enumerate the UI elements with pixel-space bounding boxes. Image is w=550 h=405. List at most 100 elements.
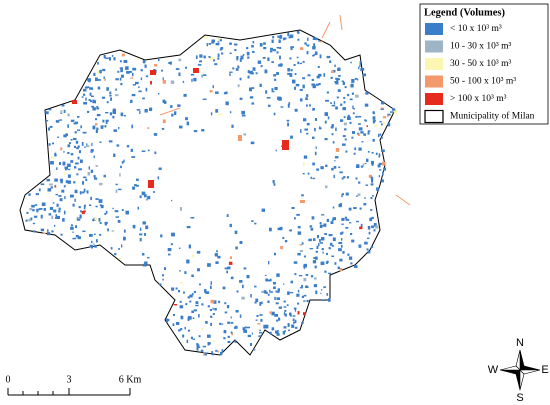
- building: [300, 129, 302, 133]
- building: [348, 207, 352, 211]
- building: [243, 329, 247, 331]
- building: [380, 137, 383, 139]
- building: [368, 231, 371, 235]
- building: [329, 60, 332, 63]
- building: [365, 184, 369, 186]
- building: [381, 123, 383, 126]
- building: [317, 66, 320, 68]
- building: [302, 162, 305, 167]
- building: [191, 310, 194, 313]
- building: [340, 103, 343, 106]
- building: [134, 184, 137, 186]
- building: [241, 110, 245, 115]
- building: [350, 83, 354, 88]
- building: [72, 203, 75, 207]
- building: [238, 135, 242, 141]
- building: [31, 204, 35, 208]
- building: [359, 61, 361, 65]
- building: [212, 340, 216, 343]
- building: [294, 217, 296, 220]
- building: [287, 122, 289, 127]
- building: [65, 133, 68, 136]
- building: [289, 57, 292, 60]
- building: [198, 296, 201, 299]
- building: [278, 39, 281, 43]
- building: [104, 222, 107, 226]
- building: [257, 323, 261, 325]
- building: [90, 87, 93, 90]
- building: [138, 90, 142, 93]
- building: [341, 194, 343, 198]
- building: [147, 127, 150, 129]
- building: [344, 216, 347, 219]
- building: [313, 257, 317, 259]
- building: [84, 146, 86, 148]
- building: [68, 142, 71, 145]
- building: [212, 307, 214, 310]
- building: [99, 222, 102, 224]
- building: [55, 120, 60, 123]
- building: [251, 102, 255, 105]
- building: [40, 214, 43, 219]
- building: [326, 91, 329, 94]
- building: [179, 300, 182, 303]
- building: [347, 253, 350, 256]
- building: [279, 34, 283, 39]
- building: [335, 106, 338, 110]
- building: [242, 54, 245, 56]
- building: [192, 254, 195, 258]
- building: [269, 291, 273, 293]
- building: [354, 147, 357, 151]
- building: [95, 165, 98, 167]
- building: [356, 195, 358, 197]
- legend-label: > 100 x 10³ m³: [450, 94, 507, 104]
- building: [113, 57, 116, 61]
- building: [108, 140, 113, 143]
- building: [28, 193, 31, 196]
- building: [324, 233, 327, 235]
- building: [123, 114, 126, 117]
- building: [105, 112, 109, 114]
- building: [342, 143, 346, 146]
- building: [239, 77, 242, 81]
- building: [88, 99, 91, 101]
- building: [259, 332, 263, 334]
- building: [382, 122, 386, 126]
- building: [271, 88, 274, 91]
- building: [139, 233, 143, 236]
- building: [130, 77, 134, 79]
- building: [319, 40, 323, 43]
- building: [91, 240, 93, 244]
- building: [158, 59, 160, 62]
- building: [279, 55, 281, 60]
- building: [289, 73, 293, 77]
- building: [354, 265, 358, 268]
- building: [270, 331, 272, 335]
- building: [171, 287, 175, 291]
- building: [351, 79, 355, 83]
- building: [30, 217, 33, 221]
- building: [116, 144, 120, 147]
- building: [326, 260, 329, 263]
- building: [325, 99, 329, 102]
- building: [77, 156, 80, 160]
- building: [265, 291, 268, 294]
- building: [92, 107, 96, 111]
- building: [83, 206, 86, 210]
- building: [302, 84, 305, 89]
- building: [234, 49, 237, 51]
- building: [342, 107, 346, 111]
- building: [297, 311, 300, 315]
- building: [342, 193, 344, 196]
- building: [100, 125, 104, 129]
- building: [196, 347, 199, 351]
- building: [175, 68, 180, 70]
- building: [96, 127, 99, 131]
- building: [364, 119, 366, 121]
- building: [243, 330, 247, 333]
- linear-feature: [395, 194, 411, 206]
- building: [313, 277, 317, 280]
- building: [224, 302, 227, 305]
- building: [296, 56, 299, 59]
- building: [175, 287, 178, 290]
